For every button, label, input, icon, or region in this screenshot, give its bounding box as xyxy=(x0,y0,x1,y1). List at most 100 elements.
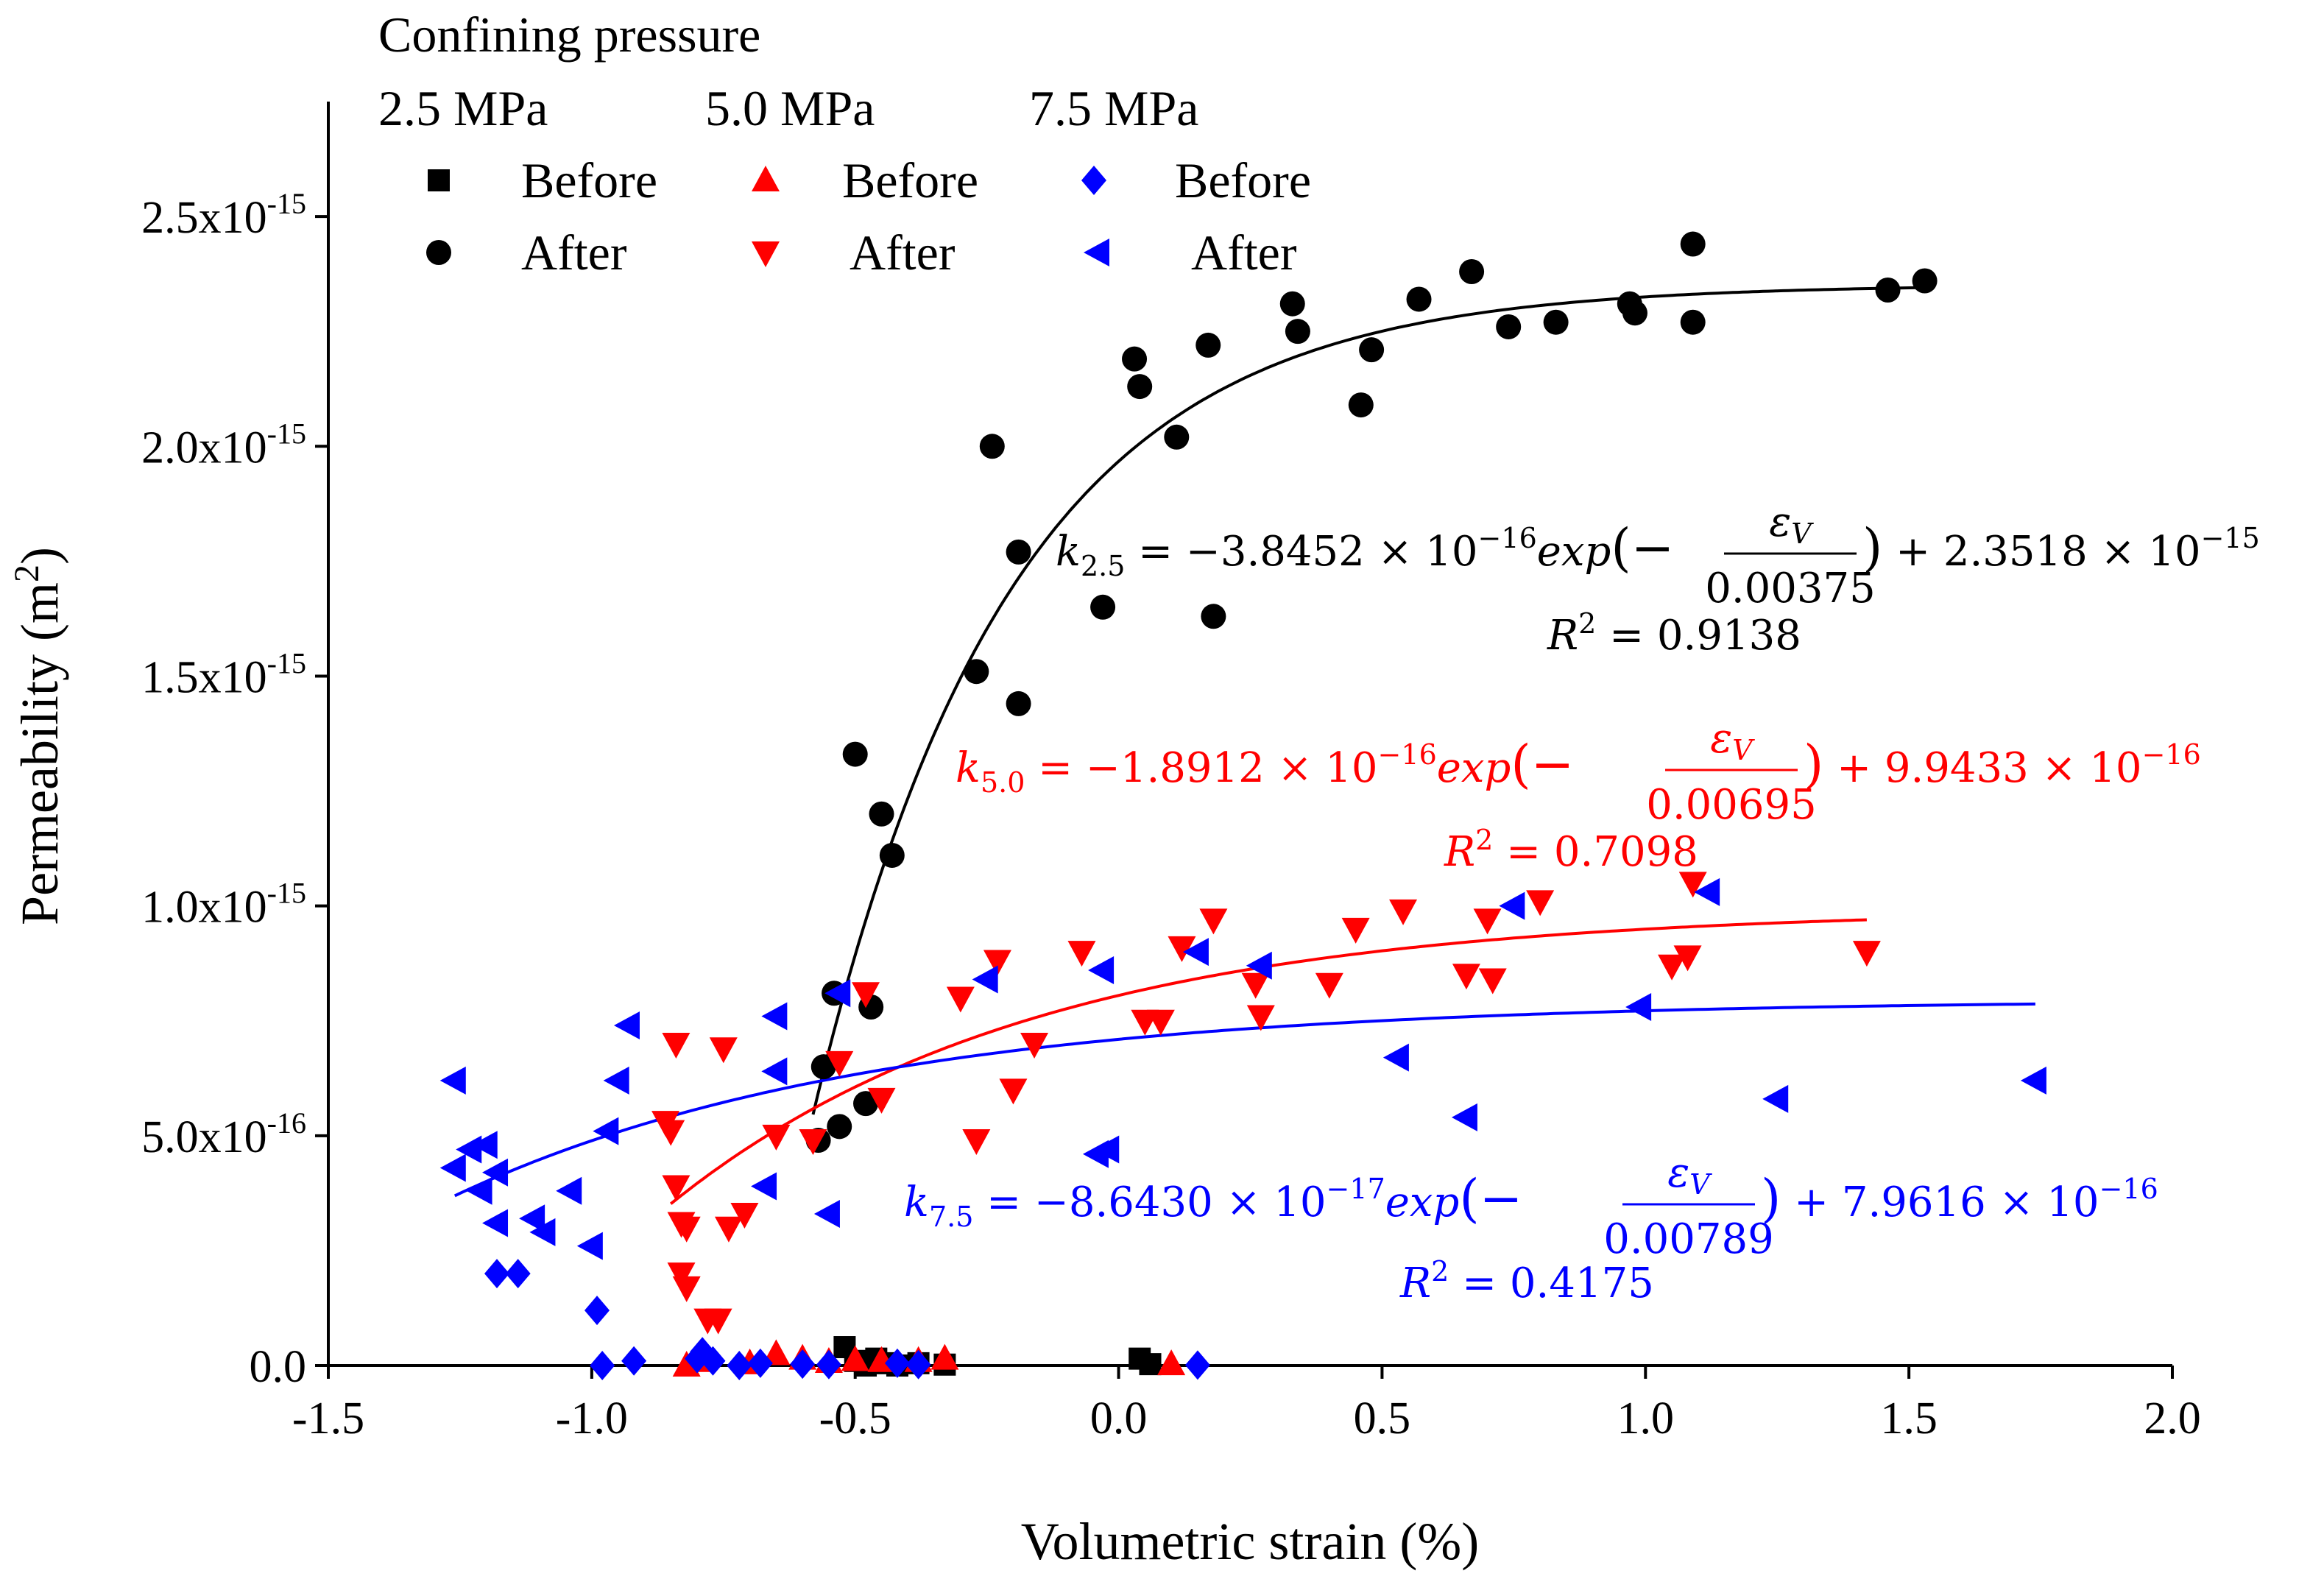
data-points xyxy=(439,231,2046,1380)
legend-label-2-5-before: Before xyxy=(521,152,657,208)
data-point xyxy=(1473,908,1502,935)
legend-marker xyxy=(752,166,780,191)
data-point xyxy=(1622,300,1647,326)
data-point xyxy=(972,965,998,994)
data-point xyxy=(1020,1032,1049,1059)
data-point xyxy=(1694,877,1720,906)
data-point xyxy=(672,1276,701,1302)
svg-text:R2 = 0.4175: R2 = 0.4175 xyxy=(1399,1255,1654,1307)
equation-7-5: k7.5 = −8.6430 × 10−17exp(− εV 0.00789 )… xyxy=(904,1149,2158,1307)
data-point xyxy=(730,1202,759,1229)
data-point xyxy=(884,1348,910,1378)
data-point xyxy=(813,1199,840,1228)
svg-text:R2 = 0.7098: R2 = 0.7098 xyxy=(1444,824,1698,876)
data-point xyxy=(751,1172,777,1201)
legend-column-2-5: 2.5 MPa xyxy=(378,80,548,136)
svg-text:) + 7.9616 × 10−16: ) + 7.9616 × 10−16 xyxy=(1761,1168,2158,1229)
data-point xyxy=(816,1349,841,1380)
y-tick-label: 5.0x10-16 xyxy=(141,1106,306,1162)
data-point xyxy=(1093,1135,1120,1164)
data-point xyxy=(704,1308,732,1335)
x-tick-label: 2.0 xyxy=(2144,1393,2201,1444)
data-point xyxy=(983,950,1011,976)
data-point xyxy=(556,1176,582,1205)
data-point xyxy=(761,1002,788,1031)
data-point xyxy=(1122,346,1148,372)
svg-text:k5.0 = −1.8912 × 10−16exp(−: k5.0 = −1.8912 × 10−16exp(− xyxy=(956,734,1574,799)
y-ticks: 0.0 5.0x10-16 1.0x10-15 1.5x10-15 2.0x10-15 2… xyxy=(141,187,328,1392)
data-point xyxy=(1182,938,1209,967)
x-tick-label: 0.5 xyxy=(1354,1393,1411,1444)
data-point xyxy=(657,1120,685,1146)
fit-curve xyxy=(453,1002,2035,1198)
data-point xyxy=(1195,332,1221,358)
data-point xyxy=(1279,291,1305,317)
fit-curve xyxy=(811,286,1925,1115)
data-point xyxy=(762,1339,791,1366)
data-point xyxy=(1067,941,1096,967)
data-point xyxy=(879,842,905,868)
data-point xyxy=(593,1117,619,1145)
data-point xyxy=(439,1066,466,1095)
legend-label-5-0-after: After xyxy=(850,225,956,280)
data-point xyxy=(1146,1009,1175,1036)
x-ticks: -1.5 -1.0 -0.5 0.0 0.5 1.0 1.5 2.0 xyxy=(292,1366,2201,1444)
data-point xyxy=(762,1124,791,1151)
data-point xyxy=(484,1259,510,1289)
x-tick-label: 1.5 xyxy=(1880,1393,1938,1444)
data-point xyxy=(1184,1350,1210,1380)
data-point xyxy=(964,659,989,685)
data-point xyxy=(747,1348,773,1378)
data-point xyxy=(1762,1084,1789,1113)
svg-text:) + 2.3518 × 10−15: ) + 2.3518 × 10−15 xyxy=(1862,517,2260,578)
data-point xyxy=(667,1262,696,1289)
data-point xyxy=(979,434,1005,459)
data-point xyxy=(1526,890,1555,916)
data-point xyxy=(466,1176,492,1205)
data-point xyxy=(999,1078,1028,1105)
data-point xyxy=(519,1204,545,1233)
equation-5-0: k5.0 = −1.8912 × 10−16exp(− εV 0.00695 )… xyxy=(956,715,2201,876)
legend-column-7-5: 7.5 MPa xyxy=(1029,80,1198,136)
data-point xyxy=(905,1349,931,1380)
data-point xyxy=(842,741,868,767)
x-tick-label: -0.5 xyxy=(819,1393,891,1444)
data-point xyxy=(1382,1043,1409,1072)
svg-text:εV: εV xyxy=(1667,1149,1712,1201)
svg-text:R2 = 0.9138: R2 = 0.9138 xyxy=(1547,607,1801,660)
x-tick-label: 1.0 xyxy=(1617,1393,1675,1444)
legend-marker xyxy=(1084,239,1109,266)
legend-marker xyxy=(428,169,450,191)
data-point xyxy=(1006,539,1031,565)
data-point xyxy=(505,1259,531,1289)
legend-label-7-5-before: Before xyxy=(1175,152,1311,208)
y-tick-label: 1.0x10-15 xyxy=(141,877,306,933)
data-point xyxy=(1090,594,1116,620)
y-tick-label: 2.0x10-15 xyxy=(141,417,306,473)
data-point xyxy=(930,1343,959,1370)
data-point xyxy=(1241,972,1270,999)
data-point xyxy=(1875,277,1901,303)
data-point xyxy=(852,982,880,1008)
legend-markers xyxy=(426,166,1109,267)
data-point xyxy=(761,1057,788,1086)
legend-title: Confining pressure xyxy=(378,7,760,63)
data-point xyxy=(1478,968,1507,995)
data-point xyxy=(471,1131,498,1159)
series-2-5-mpa-after xyxy=(805,231,1938,1154)
data-point xyxy=(1139,1353,1162,1376)
data-point xyxy=(1157,1349,1186,1376)
data-point xyxy=(1459,259,1485,285)
data-point xyxy=(590,1351,615,1380)
data-point xyxy=(1127,374,1153,400)
data-point xyxy=(456,1135,482,1164)
x-tick-label: 0.0 xyxy=(1090,1393,1148,1444)
data-point xyxy=(714,1216,743,1243)
data-point xyxy=(810,1054,836,1080)
data-point xyxy=(1680,309,1706,335)
data-point xyxy=(1496,314,1522,339)
data-point xyxy=(1246,951,1272,980)
y-tick-label: 1.5x10-15 xyxy=(141,646,306,702)
data-point xyxy=(672,1216,701,1243)
